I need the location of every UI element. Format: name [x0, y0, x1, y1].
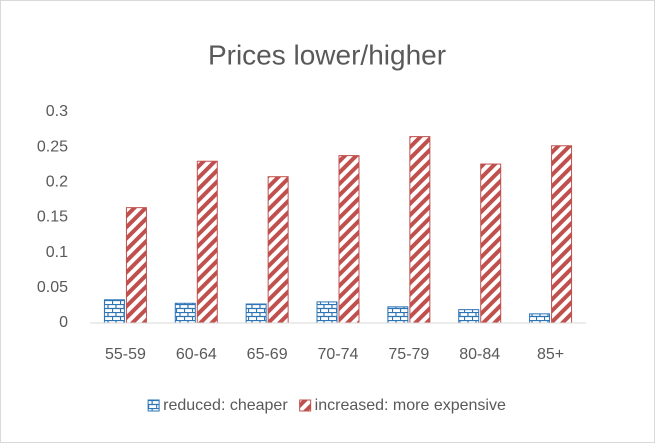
y-tick-label: 0.2 [46, 174, 68, 191]
y-tick-label: 0.1 [46, 244, 68, 261]
bar [103, 299, 125, 324]
x-tick-label: 70-74 [318, 346, 359, 363]
bar [458, 309, 480, 324]
bar [529, 313, 551, 324]
bar [245, 303, 267, 324]
y-tick-label: 0 [59, 314, 68, 331]
legend-swatch [299, 399, 312, 412]
x-tick-label: 80-84 [459, 346, 500, 363]
bar [196, 160, 218, 324]
legend: reduced: cheaper increased: more expensiv… [147, 397, 506, 414]
x-tick-label: 60-64 [176, 346, 217, 363]
x-tick-label: 85+ [537, 346, 564, 363]
y-tick-label: 0.05 [37, 279, 68, 296]
bar [480, 163, 502, 324]
bar [338, 155, 360, 324]
bar [551, 145, 573, 324]
bar [387, 306, 409, 324]
x-tick-label: 55-59 [105, 346, 146, 363]
legend-label: reduced: cheaper [163, 397, 288, 414]
x-tick-label: 75-79 [388, 346, 429, 363]
bar [409, 136, 431, 324]
legend-label: increased: more expensive [315, 397, 506, 414]
legend-swatch [147, 399, 160, 412]
x-tick-label: 65-69 [247, 346, 288, 363]
bar [125, 207, 147, 324]
bar [267, 176, 289, 324]
y-tick-label: 0.15 [37, 209, 68, 226]
chart-title: Prices lower/higher [208, 39, 446, 70]
y-tick-label: 0.25 [37, 138, 68, 155]
bar [316, 301, 338, 324]
y-tick-label: 0.3 [46, 103, 68, 120]
bar [174, 302, 196, 324]
